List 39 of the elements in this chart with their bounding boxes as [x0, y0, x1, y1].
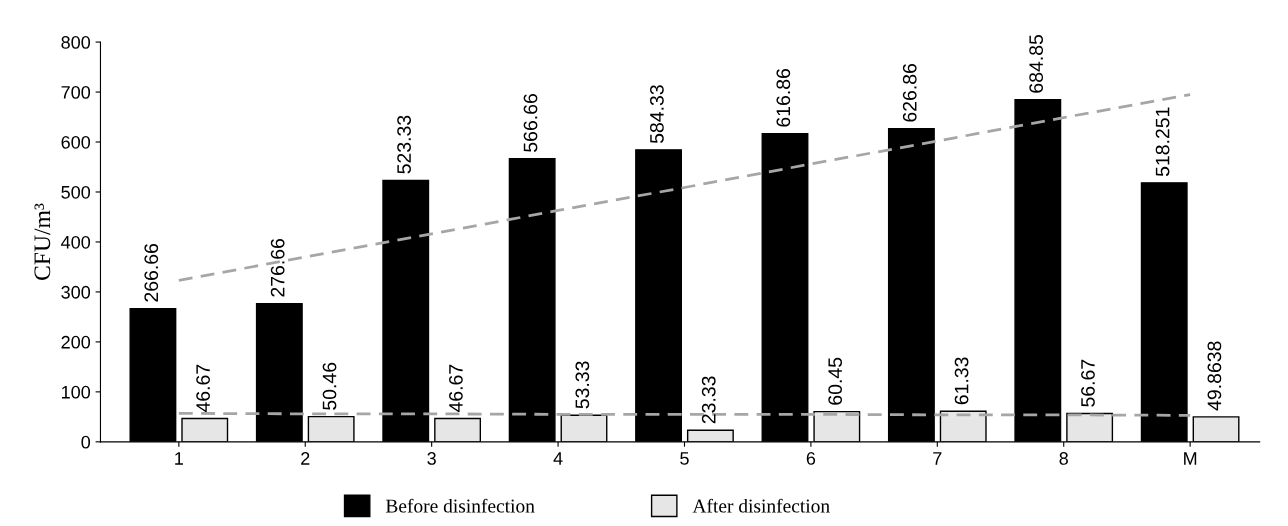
y-axis-title: CFU/m³ [34, 203, 51, 280]
data-label: 23.33 [701, 376, 716, 424]
data-label: 616.86 [776, 68, 791, 127]
x-tick-label: M [1184, 452, 1197, 465]
data-label: 53.33 [575, 361, 590, 409]
y-tick-label: 500 [61, 185, 91, 199]
y-tick-label: 400 [61, 235, 91, 249]
data-label: 566.66 [523, 94, 538, 152]
x-tick-label: 1 [175, 452, 183, 465]
data-label: 626.86 [902, 63, 917, 122]
y-tick-label: 600 [61, 135, 91, 149]
data-label: 518.251 [1155, 107, 1170, 177]
data-label: 523.33 [397, 115, 411, 174]
y-tick-label: 200 [61, 335, 91, 349]
data-label: 60.45 [828, 357, 843, 405]
data-label: 684.85 [1029, 34, 1044, 93]
data-label: 49.8638 [1207, 341, 1222, 411]
data-label: 266.66 [144, 243, 159, 302]
data-label: 46.67 [196, 364, 210, 413]
x-tick-label: 2 [301, 452, 310, 465]
x-tick-label: 4 [553, 452, 563, 465]
data-label: 276.66 [270, 238, 285, 297]
legend-label: Before disinfection [385, 498, 535, 513]
legend-label: After disinfection [692, 498, 830, 513]
y-tick-label: 700 [61, 85, 91, 99]
data-label: 61.33 [954, 357, 969, 405]
x-tick-label: 3 [427, 452, 436, 465]
y-tick-label: 800 [61, 36, 91, 49]
x-tick-label: 5 [680, 452, 689, 465]
x-tick-label: 6 [806, 452, 816, 465]
x-tick-label: 7 [933, 452, 942, 465]
data-label: 50.46 [322, 362, 337, 410]
y-tick-label: 0 [81, 435, 91, 449]
data-label: 584.33 [650, 85, 664, 144]
data-label: 46.67 [449, 364, 463, 413]
x-tick-label: 8 [1059, 452, 1068, 465]
data-label: 56.67 [1081, 359, 1095, 407]
y-tick-label: 100 [62, 385, 91, 399]
y-tick-label: 300 [61, 285, 91, 299]
